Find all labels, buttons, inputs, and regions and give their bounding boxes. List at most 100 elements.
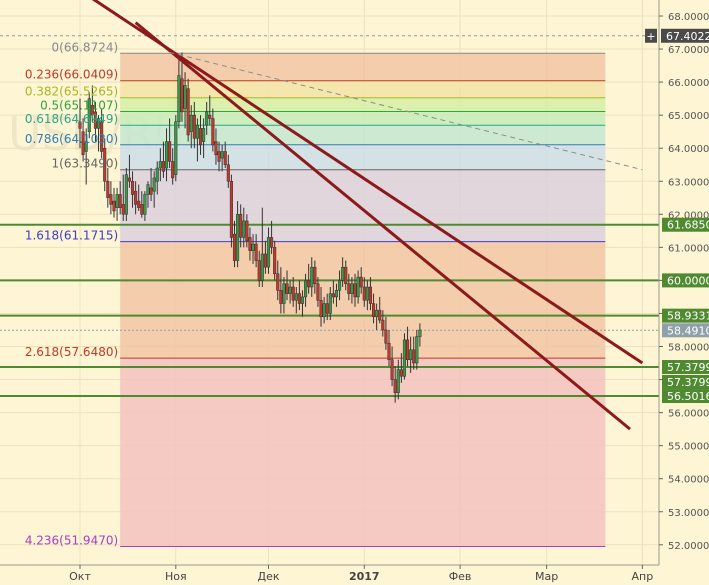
- time-tick-label: Ноя: [165, 570, 187, 583]
- candle-body: [229, 181, 233, 238]
- candle-body: [192, 114, 196, 139]
- price-tick-label: 56.0000: [668, 409, 709, 420]
- fib-level-label: 1(63.3490): [52, 157, 119, 171]
- candle-body: [260, 253, 264, 281]
- candle-body: [121, 204, 125, 215]
- candle-body: [291, 286, 295, 301]
- trend-line: [134, 21, 631, 431]
- fibonacci-labels: 0(66.8724) 0.236(66.0409) 0.382(65.5265)0.…: [25, 40, 118, 547]
- candle-body: [115, 194, 119, 208]
- candle-body: [378, 309, 382, 321]
- candle-body: [164, 141, 169, 169]
- candle-body: [276, 273, 280, 291]
- price-label-box: [661, 28, 709, 43]
- time-tick-label: Окт: [69, 570, 91, 583]
- fib-level-label: 0.5(65.1107): [40, 98, 118, 112]
- candle-body: [415, 336, 419, 364]
- fib-level-label: 0.382(65.5265): [25, 85, 118, 99]
- candle-body: [282, 283, 286, 304]
- candle-body: [294, 293, 298, 301]
- candle-body: [205, 111, 209, 126]
- candle-body: [356, 276, 360, 298]
- candle-body: [251, 243, 255, 251]
- price-tick-label: 52.0000: [668, 541, 709, 552]
- candle-body: [242, 220, 246, 238]
- candle-body: [396, 369, 400, 394]
- candle-body: [288, 286, 292, 294]
- price-tick-label: 54.0000: [668, 475, 709, 486]
- candle-body: [350, 283, 354, 294]
- candle-body: [87, 98, 91, 132]
- fibonacci-levels: [120, 52, 606, 548]
- candle-body: [118, 194, 122, 208]
- horizontal-levels: [0, 35, 659, 398]
- fib-level-label: 4.236(51.9470): [25, 534, 118, 548]
- candle-body: [158, 161, 162, 169]
- dashed-trend-line: [169, 51, 643, 171]
- candle-body: [279, 290, 283, 304]
- candle-body: [285, 283, 289, 294]
- price-label: 57.3799: [667, 376, 709, 389]
- price-tick-label: 64.0000: [668, 144, 709, 155]
- fib-level-label: 0.236(66.0409): [25, 68, 118, 82]
- candle-body: [257, 260, 261, 281]
- price-tick-label: 68.0000: [668, 12, 709, 23]
- candle-body: [171, 161, 175, 179]
- candle-body: [103, 147, 107, 182]
- price-tick-label: 65.0000: [668, 111, 709, 122]
- candle-body: [338, 280, 342, 291]
- candle-body: [223, 151, 227, 165]
- fib-level-label: 1.618(61.1715): [25, 229, 118, 243]
- candle-body: [211, 118, 215, 146]
- candle-body: [232, 233, 237, 261]
- candle-body: [313, 266, 317, 284]
- candle-body: [248, 237, 252, 251]
- plus-icon: +: [646, 30, 655, 43]
- candle-body: [143, 194, 147, 215]
- price-label-box: [662, 323, 709, 338]
- candle-body: [409, 349, 413, 360]
- candle-body: [322, 303, 326, 318]
- candle-body: [381, 319, 385, 331]
- time-axis-bg: [0, 565, 659, 585]
- candle-body: [183, 85, 187, 109]
- time-tick-label: Апр: [632, 570, 654, 583]
- price-tick-label: 53.0000: [668, 508, 709, 519]
- time-tick-label: Мар: [535, 570, 558, 583]
- candle-body: [390, 359, 394, 380]
- candle-body: [93, 111, 98, 129]
- candle-body: [96, 118, 101, 129]
- candle-body: [214, 141, 218, 156]
- fib-band: [120, 144, 606, 170]
- candle-body: [263, 253, 267, 268]
- candle-body: [270, 237, 274, 248]
- price-label-box: [662, 217, 709, 232]
- candle-body: [359, 276, 363, 288]
- candle-body: [365, 286, 369, 301]
- candle-body: [202, 128, 206, 142]
- price-tick-label: 58.0000: [668, 343, 709, 354]
- price-label-box: [662, 273, 709, 288]
- candle-body: [112, 200, 116, 212]
- candle-body: [297, 293, 301, 304]
- price-label-box: [662, 308, 709, 323]
- candle-body: [405, 339, 410, 360]
- candle-body: [180, 78, 184, 113]
- candle-body: [106, 181, 110, 199]
- candle-body: [146, 184, 150, 195]
- candle-body: [137, 200, 141, 208]
- price-tick-label: 67.0000: [668, 45, 709, 56]
- price-label-box: [662, 359, 709, 374]
- candle-body: [109, 194, 113, 205]
- candle-body: [304, 280, 308, 298]
- price-label-box: [662, 374, 709, 389]
- candle-body: [399, 369, 403, 377]
- candle-body: [208, 114, 212, 119]
- candle-body: [393, 379, 397, 394]
- candle-body: [254, 243, 258, 261]
- candle-body: [334, 290, 339, 298]
- fib-band: [120, 111, 606, 126]
- candle-body: [134, 190, 138, 205]
- fib-level-label: 0(66.8724): [52, 40, 119, 54]
